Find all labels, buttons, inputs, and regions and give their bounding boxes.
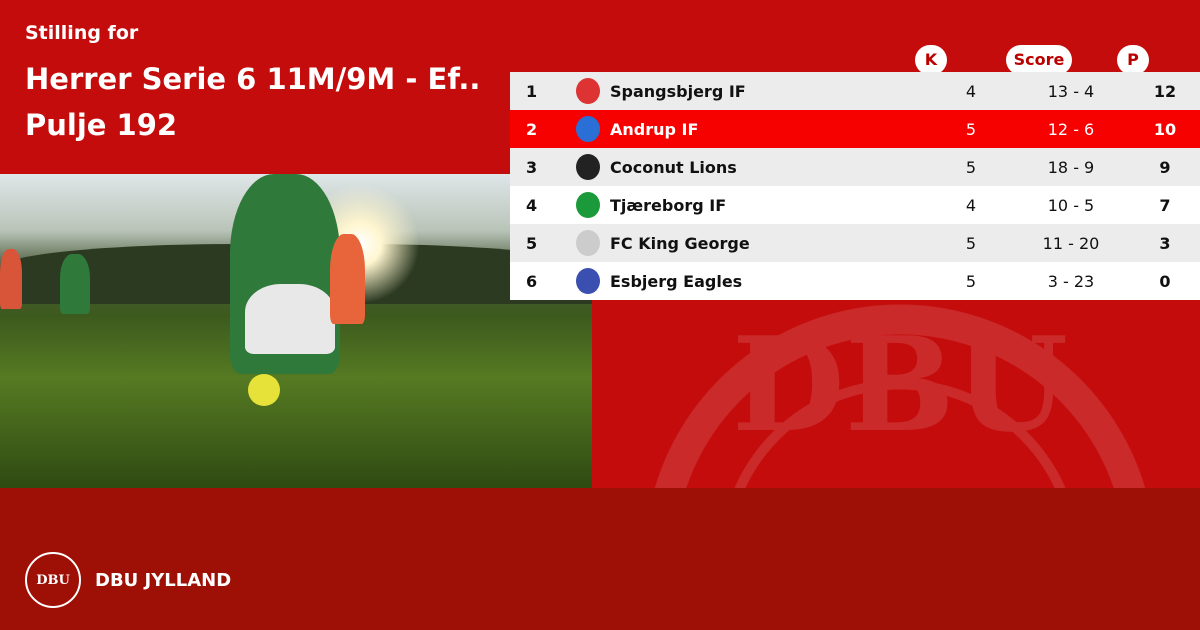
title-line-1: Herrer Serie 6 11M/9M - Ef.. xyxy=(25,62,481,96)
goal-score: 10 - 5 xyxy=(1047,195,1095,215)
team-logo-icon xyxy=(565,116,610,142)
team-logo-icon xyxy=(565,230,610,256)
position: 3 xyxy=(526,157,538,177)
team-name[interactable]: Esbjerg Eagles xyxy=(610,271,743,291)
subtitle: Stilling for xyxy=(25,22,139,44)
team-logo-icon xyxy=(565,268,610,294)
goal-score: 18 - 9 xyxy=(1047,157,1095,177)
column-header-k[interactable]: K xyxy=(915,45,947,75)
goal-score: 11 - 20 xyxy=(1042,233,1100,253)
footer-band xyxy=(0,488,1200,630)
football-photo xyxy=(0,174,592,488)
table-row[interactable]: 3 Coconut Lions 5 18 - 9 9 xyxy=(510,148,1200,186)
photo-player-shorts xyxy=(245,284,335,354)
table-row[interactable]: 6 Esbjerg Eagles 5 3 - 23 0 xyxy=(510,262,1200,300)
column-header-score[interactable]: Score xyxy=(1006,45,1072,75)
team-name[interactable]: Spangsbjerg IF xyxy=(610,81,746,101)
watermark-text: DBU xyxy=(732,308,1068,461)
table-row[interactable]: 2 Andrup IF 5 12 - 6 10 xyxy=(510,110,1200,148)
brand: DBU DBU JYLLAND xyxy=(25,552,231,608)
photo-player xyxy=(330,234,365,324)
page-title: Herrer Serie 6 11M/9M - Ef.. Pulje 192 xyxy=(25,56,505,148)
points: 9 xyxy=(1159,157,1171,177)
matches-played: 5 xyxy=(965,271,977,291)
team-name[interactable]: Coconut Lions xyxy=(610,157,737,177)
team-logo-icon xyxy=(565,192,610,218)
table-row[interactable]: 4 Tjæreborg IF 4 10 - 5 7 xyxy=(510,186,1200,224)
position: 4 xyxy=(526,195,538,215)
goal-score: 3 - 23 xyxy=(1047,271,1095,291)
matches-played: 5 xyxy=(965,119,977,139)
points: 12 xyxy=(1153,81,1177,101)
goal-score: 13 - 4 xyxy=(1047,81,1095,101)
dbu-watermark-icon: DBU xyxy=(600,300,1200,488)
title-line-2: Pulje 192 xyxy=(25,108,178,142)
matches-played: 5 xyxy=(965,233,977,253)
matches-played: 4 xyxy=(965,81,977,101)
team-name[interactable]: Tjæreborg IF xyxy=(610,195,727,215)
position: 2 xyxy=(526,119,538,139)
team-logo-icon xyxy=(565,154,610,180)
photo-player xyxy=(0,249,22,309)
photo-ball xyxy=(248,374,280,406)
matches-played: 5 xyxy=(965,157,977,177)
points: 7 xyxy=(1159,195,1171,215)
position: 1 xyxy=(526,81,538,101)
position: 5 xyxy=(526,233,538,253)
position: 6 xyxy=(526,271,538,291)
points: 0 xyxy=(1159,271,1171,291)
team-logo-icon xyxy=(565,78,610,104)
table-row[interactable]: 1 Spangsbjerg IF 4 13 - 4 12 xyxy=(510,72,1200,110)
dbu-logo: DBU xyxy=(25,552,81,608)
brand-name: DBU JYLLAND xyxy=(95,569,232,591)
goal-score: 12 - 6 xyxy=(1047,119,1095,139)
column-header-p[interactable]: P xyxy=(1117,45,1149,75)
points: 10 xyxy=(1153,119,1177,139)
table-row[interactable]: 5 FC King George 5 11 - 20 3 xyxy=(510,224,1200,262)
points: 3 xyxy=(1159,233,1171,253)
standings-table: 1 Spangsbjerg IF 4 13 - 4 12 2 Andrup IF … xyxy=(510,72,1200,300)
photo-player xyxy=(60,254,90,314)
team-name[interactable]: Andrup IF xyxy=(610,119,699,139)
team-name[interactable]: FC King George xyxy=(610,233,750,253)
matches-played: 4 xyxy=(965,195,977,215)
